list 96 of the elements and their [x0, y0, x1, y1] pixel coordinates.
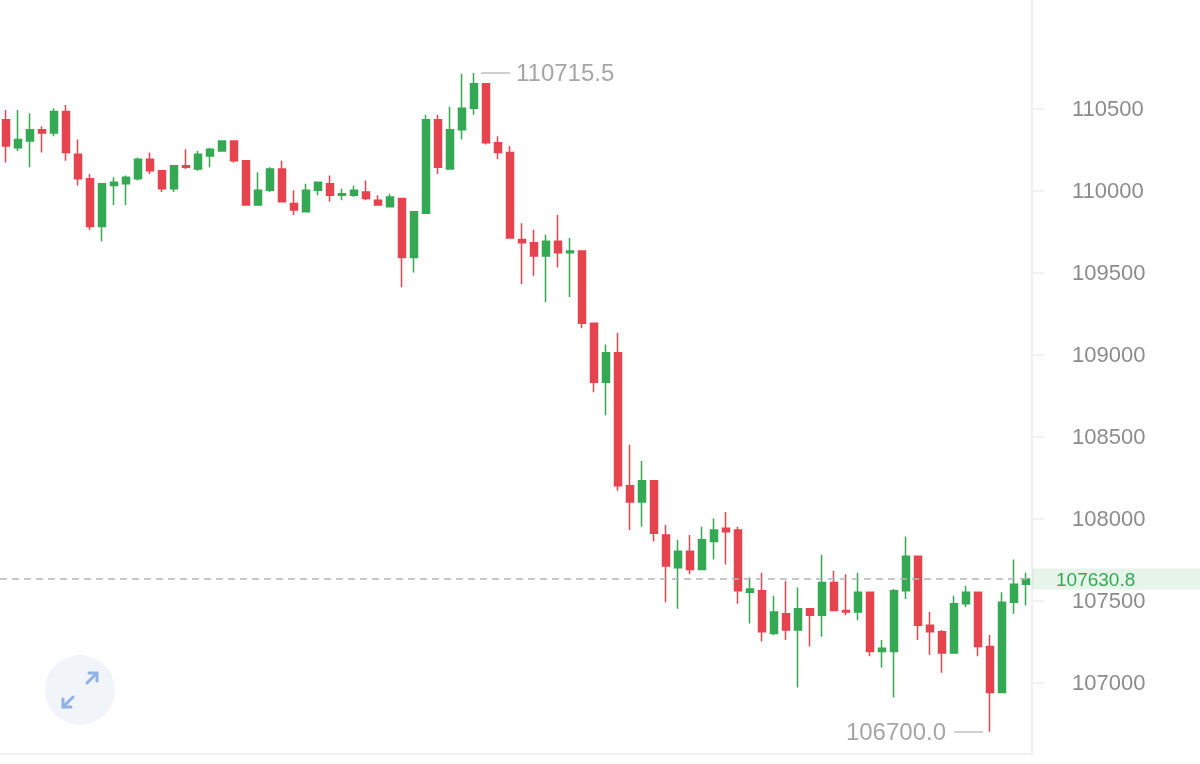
- candlestick: [949, 594, 959, 654]
- candlestick: [541, 233, 551, 303]
- candlestick: [817, 553, 827, 638]
- y-tick-label: 110000: [1072, 177, 1144, 203]
- candlestick: [481, 82, 491, 146]
- candlestick: [445, 105, 455, 170]
- candlestick: [253, 171, 263, 206]
- candlestick: [13, 109, 23, 152]
- candlestick: [121, 174, 131, 206]
- candlestick: [709, 517, 719, 561]
- candlestick: [757, 571, 767, 643]
- candlestick: [901, 535, 911, 600]
- candlestick: [289, 189, 299, 216]
- candlestick: [493, 135, 503, 160]
- candlestick: [133, 156, 143, 182]
- candlestick: [157, 169, 167, 193]
- candlestick: [25, 112, 35, 169]
- candlestick: [145, 151, 155, 175]
- candlestick: [361, 179, 371, 201]
- candlestick: [553, 214, 563, 269]
- candlestick: [637, 460, 647, 528]
- candlestick: [697, 525, 707, 571]
- candlestick: [1, 109, 11, 164]
- candlestick: [181, 148, 191, 170]
- candlestick: [997, 591, 1007, 694]
- candlestick: [469, 72, 479, 116]
- candlestick: [649, 480, 659, 543]
- y-tick-label: 108500: [1072, 423, 1146, 449]
- candlestick: [277, 160, 287, 203]
- candlestick: [853, 571, 863, 622]
- candlestick: [349, 184, 359, 198]
- candlestick: [1021, 571, 1031, 607]
- candlestick: [829, 570, 839, 612]
- candlestick: [613, 332, 623, 492]
- candlestick: [661, 524, 671, 603]
- candlestick: [985, 634, 995, 733]
- candlestick: [685, 534, 695, 576]
- candlestick: [301, 183, 311, 213]
- y-tick-label: 109500: [1072, 259, 1146, 285]
- candlestick: [721, 511, 731, 566]
- candlestick: [61, 104, 71, 162]
- candlestick: [205, 146, 215, 169]
- y-tick-label: 109000: [1072, 341, 1146, 367]
- candlestick: [505, 145, 515, 239]
- candlestick: [313, 181, 323, 197]
- candlestick: [433, 114, 443, 175]
- text: 110715.5: [516, 58, 615, 86]
- candlestick: [421, 114, 431, 215]
- candlestick: [49, 107, 59, 137]
- y-tick-label: 110500: [1072, 95, 1144, 121]
- candlestick: [889, 588, 899, 699]
- candlestick: [673, 539, 683, 610]
- candlestick: [565, 237, 575, 298]
- candlestick: [397, 197, 407, 288]
- candlestick: [229, 140, 239, 164]
- candlestick: [37, 125, 47, 154]
- text: 106700.0: [845, 717, 946, 745]
- candlestick: [733, 525, 743, 605]
- candlestick: [217, 140, 227, 152]
- candlestick: [409, 210, 419, 274]
- candlestick: [373, 194, 383, 206]
- y-tick-label: 108000: [1072, 506, 1146, 532]
- candlestick: [805, 608, 815, 648]
- candlestick: [337, 187, 347, 201]
- candlestick: [793, 586, 803, 689]
- candlestick: [241, 160, 251, 206]
- candlestick: [517, 222, 527, 285]
- candlestick: [529, 228, 539, 277]
- candlestick: [913, 555, 923, 641]
- candlestick: [1009, 558, 1019, 615]
- candlestick: [265, 166, 275, 193]
- candlestick: [961, 585, 971, 608]
- candlestick: [769, 594, 779, 636]
- y-tick-label: 107500: [1072, 588, 1146, 614]
- candlestick: [169, 164, 179, 193]
- candlestick: [973, 591, 983, 658]
- candlestick: [625, 443, 635, 531]
- candlestick: [841, 573, 851, 617]
- candlestick: [577, 250, 587, 329]
- y-tick-label: 107000: [1072, 670, 1146, 696]
- candlestick: [385, 192, 395, 208]
- candlestick: [457, 73, 467, 141]
- ref-line-label: 107630.8: [1056, 568, 1136, 590]
- candlestick: [925, 611, 935, 656]
- candlestick: [97, 183, 107, 242]
- candlestick: [85, 173, 95, 231]
- candlestick: [781, 580, 791, 641]
- candlestick: [109, 176, 119, 206]
- candlestick: [325, 174, 335, 203]
- candlestick: [73, 138, 83, 187]
- candlestick: [193, 150, 203, 172]
- candlestick: [589, 322, 599, 393]
- candlestick: [601, 343, 611, 416]
- candlestick: [865, 591, 875, 658]
- candlestick: [877, 639, 887, 669]
- candlestick: [937, 629, 947, 674]
